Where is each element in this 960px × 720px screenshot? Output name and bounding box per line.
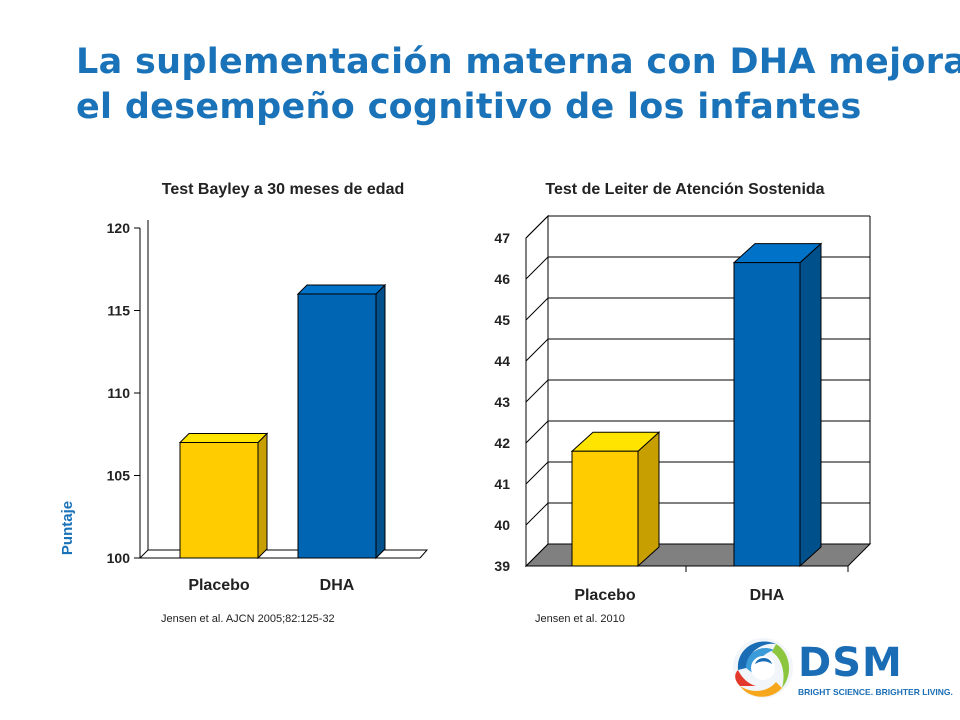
bayley-chart: Test Bayley a 30 meses de edad Puntaje 1… [59, 181, 429, 594]
bayley-ytick-label: 115 [107, 303, 130, 319]
bayley-ylabel: Puntaje [59, 501, 76, 555]
bayley-axis: 100 105 110 115 120 [107, 220, 429, 566]
bayley-ytick-label: 105 [107, 468, 131, 484]
leiter-reference: Jensen et al. 2010 [535, 613, 625, 625]
bayley-bar-placebo [178, 432, 269, 560]
leiter-x-labels: Placebo DHA [574, 587, 784, 604]
leiter-gridline [525, 215, 870, 239]
dsm-wordmark: DSM [798, 640, 903, 686]
leiter-axis: 39 40 41 42 43 44 45 46 47 [494, 230, 849, 574]
bayley-bars [178, 283, 387, 560]
bayley-x-labels: Placebo DHA [188, 577, 354, 594]
bayley-bar-dha [296, 283, 387, 560]
bayley-category-label: Placebo [188, 577, 250, 594]
dsm-tagline: BRIGHT SCIENCE. BRIGHTER LIVING. [798, 687, 953, 697]
leiter-ytick-label: 42 [494, 435, 510, 451]
leiter-ytick-label: 43 [494, 394, 510, 410]
leiter-chart-title: Test de Leiter de Atención Sostenida [545, 181, 824, 198]
dsm-logo: DSM BRIGHT SCIENCE. BRIGHTER LIVING. [728, 630, 953, 710]
title-line-2: el desempeño cognitivo de los infantes [76, 87, 862, 127]
bayley-chart-title: Test Bayley a 30 meses de edad [162, 181, 405, 198]
title-line-1: La suplementación materna con DHA mejora [76, 42, 960, 82]
leiter-ytick-label: 44 [494, 353, 510, 369]
leiter-category-label: Placebo [574, 587, 636, 604]
page-title: La suplementación materna con DHA mejora… [76, 40, 960, 130]
leiter-ytick-label: 40 [494, 517, 510, 533]
dsm-swirl-icon [733, 638, 793, 698]
leiter-bar-dha [732, 242, 823, 568]
leiter-ytick-label: 41 [494, 476, 510, 492]
leiter-bars [570, 242, 823, 568]
bayley-category-label: DHA [320, 577, 355, 594]
leiter-ytick-label: 47 [494, 230, 510, 246]
bayley-reference: Jensen et al. AJCN 2005;82:125-32 [161, 613, 335, 625]
bayley-ytick-label: 100 [107, 550, 131, 566]
leiter-chart: Test de Leiter de Atención Sostenida 39 4… [494, 181, 872, 604]
leiter-category-label: DHA [750, 587, 785, 604]
leiter-ytick-label: 39 [494, 558, 510, 574]
leiter-ytick-label: 45 [494, 312, 510, 328]
bayley-ytick-label: 120 [107, 220, 131, 236]
leiter-ytick-label: 46 [494, 271, 510, 287]
bayley-ytick-label: 110 [107, 385, 130, 401]
leiter-bar-placebo [570, 431, 661, 568]
